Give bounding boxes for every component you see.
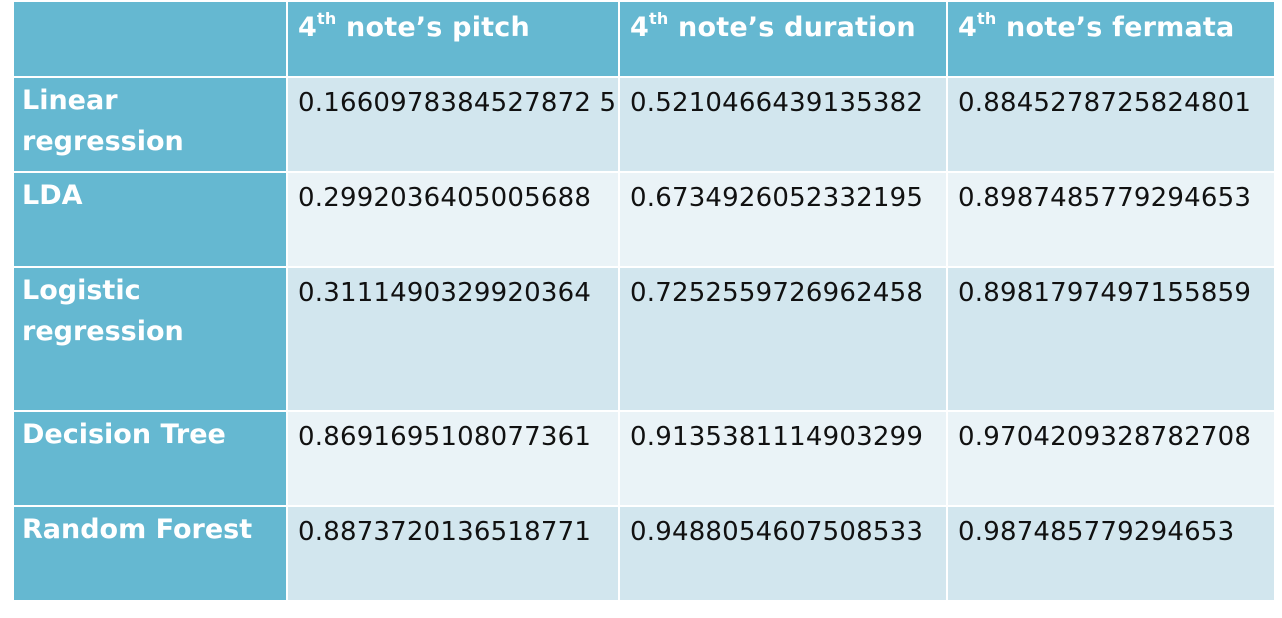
header-fermata-suffix: th (977, 9, 997, 28)
row-label-random-forest: Random Forest (14, 507, 286, 600)
row-label-lda: LDA (14, 173, 286, 266)
header-pitch: 4th note’s pitch (288, 2, 618, 76)
cell-linear-regression-duration: 0.5210466439135382 (620, 78, 946, 171)
cell-linear-regression-pitch: 0.1660978384527872 5 (288, 78, 618, 171)
header-pitch-number: 4 (298, 12, 317, 43)
cell-random-forest-fermata: 0.987485779294653 (948, 507, 1274, 600)
row-label-logistic-regression: Logistic regression (14, 268, 286, 410)
cell-decision-tree-fermata: 0.9704209328782708 (948, 412, 1274, 505)
header-duration-label: note’s duration (668, 12, 916, 43)
row-label-decision-tree: Decision Tree (14, 412, 286, 505)
header-fermata-label: note’s fermata (996, 12, 1235, 43)
cell-logistic-regression-fermata: 0.8981797497155859 (948, 268, 1274, 410)
header-duration-number: 4 (630, 12, 649, 43)
row-label-linear-regression: Linear regression (14, 78, 286, 171)
cell-linear-regression-fermata: 0.8845278725824801 (948, 78, 1274, 171)
results-table: 4th note’s pitch 4th note’s duration 4th… (14, 2, 1274, 605)
header-pitch-suffix: th (317, 9, 337, 28)
cell-decision-tree-pitch: 0.8691695108077361 (288, 412, 618, 505)
header-pitch-label: note’s pitch (336, 12, 530, 43)
cell-logistic-regression-duration: 0.7252559726962458 (620, 268, 946, 410)
cell-logistic-regression-pitch: 0.3111490329920364 (288, 268, 618, 410)
cell-lda-pitch: 0.2992036405005688 (288, 173, 618, 266)
header-corner-cell (14, 2, 286, 76)
cell-lda-fermata: 0.8987485779294653 (948, 173, 1274, 266)
cell-random-forest-duration: 0.9488054607508533 (620, 507, 946, 600)
header-fermata-number: 4 (958, 12, 977, 43)
header-duration-suffix: th (649, 9, 669, 28)
cell-decision-tree-duration: 0.9135381114903299 (620, 412, 946, 505)
header-fermata: 4th note’s fermata (948, 2, 1274, 76)
cell-lda-duration: 0.6734926052332195 (620, 173, 946, 266)
header-duration: 4th note’s duration (620, 2, 946, 76)
cell-random-forest-pitch: 0.8873720136518771 (288, 507, 618, 600)
